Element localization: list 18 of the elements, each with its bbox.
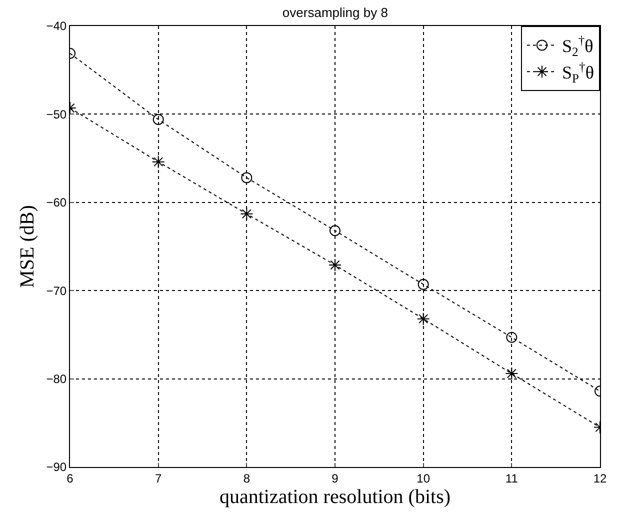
y-tick-label: −40 (46, 19, 67, 34)
y-tick-label: −50 (46, 107, 67, 122)
chart-title: oversampling by 8 (282, 4, 388, 20)
y-tick-label: −70 (46, 284, 67, 298)
legend-label: S$_{2}$$^{†}$θ (562, 34, 594, 59)
x-tick-label: 9 (332, 471, 339, 486)
x-axis-title: quantization resolution (bits) (219, 486, 451, 508)
x-tick-label: 12 (593, 471, 607, 486)
y-axis-title: MSE (dB) (16, 205, 39, 288)
y-tick-label: −60 (46, 196, 67, 210)
x-tick-label: 11 (505, 471, 518, 486)
x-tick-label: 10 (416, 471, 430, 486)
y-tick-label: −80 (46, 372, 67, 386)
legend-label: S$_{P}$$^{†}$θ (562, 60, 594, 86)
x-tick-label: 7 (154, 471, 162, 486)
x-tick-label: 6 (66, 471, 74, 486)
y-tick-label: −90 (46, 460, 67, 474)
x-tick-label: 8 (243, 471, 250, 486)
